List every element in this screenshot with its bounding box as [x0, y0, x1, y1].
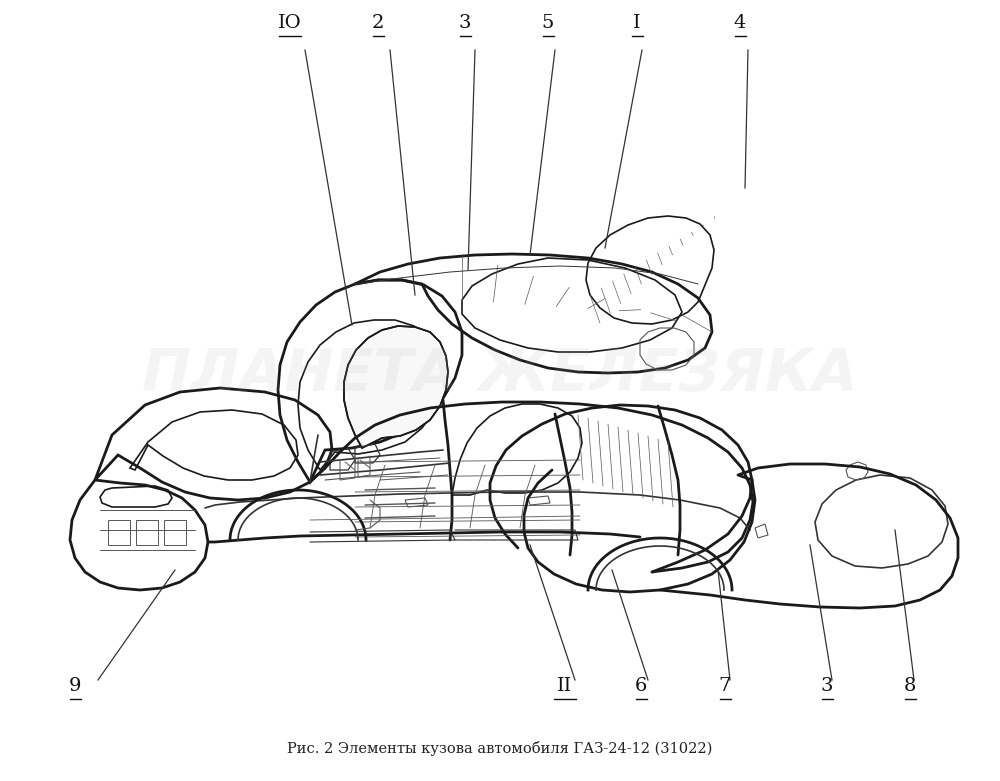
Text: 6: 6	[635, 677, 647, 695]
Text: IO: IO	[278, 14, 302, 32]
Text: 3: 3	[459, 14, 471, 32]
Text: 8: 8	[904, 677, 916, 695]
Text: ПЛАНЕТА ЖЕЛЕЗЯКА: ПЛАНЕТА ЖЕЛЕЗЯКА	[142, 347, 858, 403]
Polygon shape	[344, 326, 448, 448]
Text: 9: 9	[69, 677, 81, 695]
Text: II: II	[557, 677, 573, 695]
Text: Рис. 2 Элементы кузова автомобиля ГАЗ-24-12 (31022): Рис. 2 Элементы кузова автомобиля ГАЗ-24…	[287, 740, 713, 755]
Text: 7: 7	[719, 677, 731, 695]
Text: 3: 3	[821, 677, 833, 695]
Text: 5: 5	[542, 14, 554, 32]
Text: I: I	[633, 14, 641, 32]
Text: 4: 4	[734, 14, 746, 32]
Text: 2: 2	[372, 14, 384, 32]
